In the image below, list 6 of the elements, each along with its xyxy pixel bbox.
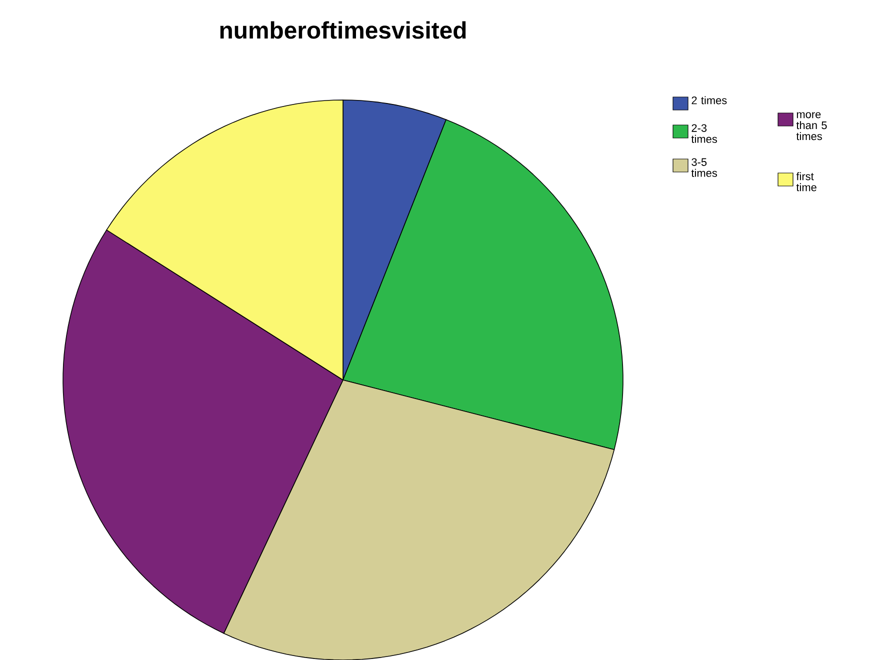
legend-label: 2-3 times (691, 124, 717, 143)
legend-label: 2 times (692, 96, 727, 104)
legend-label: more than 5 times (796, 112, 827, 140)
legend-label: first time (796, 172, 816, 192)
legend-label: 3-5 times (691, 158, 717, 177)
chart-title: numberoftimesvisited (220, 21, 466, 39)
